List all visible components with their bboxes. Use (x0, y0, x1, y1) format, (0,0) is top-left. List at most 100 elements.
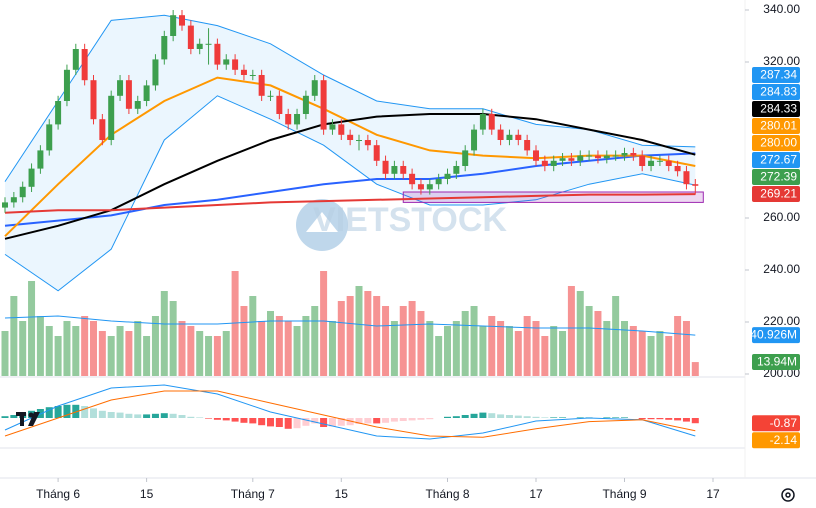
volume-bar (311, 306, 319, 376)
volume-bar (541, 336, 549, 376)
price-badge (752, 415, 800, 432)
settings-icon[interactable] (781, 488, 795, 502)
moving-average-line (4, 113, 696, 240)
candle-body (72, 49, 79, 70)
candle-body (692, 184, 699, 186)
volume-bar (258, 321, 266, 376)
volume-bar (98, 331, 106, 376)
volume-bar (107, 336, 115, 376)
candle-body (409, 173, 416, 185)
candle-body (453, 166, 460, 174)
macd-histogram-bar (134, 414, 142, 418)
macd-histogram-bar (54, 406, 62, 418)
macd-histogram-bar (311, 418, 319, 424)
x-tick-label: 17 (529, 487, 543, 501)
macd-histogram-bar (612, 417, 620, 418)
candle-body (196, 43, 203, 49)
macd-histogram-bar (222, 418, 230, 421)
price-badge-label: 284.83 (760, 85, 797, 99)
candle-body (550, 160, 557, 166)
macd-histogram-bar (116, 412, 124, 418)
volume-bar (656, 331, 664, 376)
candle-body (347, 134, 354, 140)
price-badge (752, 84, 800, 101)
candle-body (382, 160, 389, 174)
volume-bar (373, 296, 381, 376)
macd-histogram-bar (550, 417, 558, 418)
candle-body (125, 80, 132, 109)
volume-bar (249, 296, 257, 376)
volume-bar (444, 326, 451, 376)
candle-body (232, 59, 239, 70)
macd-histogram-bar (213, 418, 221, 420)
volume-bar (382, 306, 390, 376)
price-badge (752, 186, 800, 203)
macd-histogram-bar (479, 412, 487, 418)
plot-area (1, 10, 704, 440)
candle-body (568, 158, 575, 161)
macd-histogram-bar (125, 413, 133, 418)
watermark: VIETSTOCK (313, 201, 507, 239)
macd-histogram-bar (541, 417, 549, 418)
macd-histogram-bar (205, 418, 213, 419)
candle-body (46, 124, 53, 151)
macd-histogram-bar (1, 416, 9, 418)
macd-histogram-bar (267, 418, 274, 427)
macd-histogram-bar (674, 418, 682, 421)
macd-histogram-bar (452, 416, 460, 418)
volume-bar (116, 326, 124, 376)
candle-body (648, 160, 655, 166)
volume-bar (470, 306, 478, 376)
y-tick-label: 240.00 (763, 262, 800, 276)
y-tick-label: 320.00 (763, 54, 800, 68)
macd-histogram-bar (364, 418, 372, 424)
macd-histogram-bar (638, 418, 646, 420)
macd-histogram-bar (187, 416, 195, 418)
volume-bar (28, 281, 36, 376)
volume-bar (408, 301, 416, 376)
candle-body (258, 75, 265, 96)
candle-body (55, 101, 62, 125)
candle-body (577, 155, 584, 161)
candle-body (533, 150, 539, 161)
watermark-logo (296, 199, 348, 251)
candle-body (329, 124, 336, 130)
price-badge-label: -2.14 (770, 433, 798, 447)
volume-bar (647, 336, 655, 376)
macd-histogram-bar (665, 418, 673, 420)
candle-body (90, 80, 97, 120)
candle-body (179, 15, 185, 26)
macd-histogram-bar (576, 417, 584, 418)
candle-body (594, 155, 601, 159)
candle-body (187, 25, 194, 49)
volume-bar (452, 321, 460, 376)
volume-bar (567, 286, 575, 376)
volume-bar (63, 321, 71, 376)
macd-histogram-bar (63, 404, 71, 418)
candle-body (674, 166, 681, 172)
candle-body (603, 155, 610, 159)
volume-bar (205, 336, 213, 376)
candle-body (81, 49, 88, 81)
volume-bar (337, 301, 345, 376)
macd-histogram-bar (461, 415, 469, 418)
candle-body (462, 150, 469, 166)
volume-bar (81, 316, 89, 376)
x-tick-label: 17 (706, 487, 720, 501)
candle-body (117, 80, 124, 96)
volume-bar (682, 321, 690, 376)
macd-histogram-bar (426, 418, 434, 420)
volume-bar (36, 316, 44, 376)
candle-body (541, 160, 548, 166)
candle-body (373, 145, 380, 161)
candle-body (338, 124, 345, 135)
candle-body (134, 101, 141, 109)
macd-histogram-bar (444, 416, 451, 418)
price-badge-label: 269.21 (760, 187, 797, 201)
volume-bar (240, 306, 248, 376)
macd-histogram-bar (328, 418, 336, 427)
price-badge (752, 118, 800, 135)
price-badge (752, 354, 800, 371)
volume-bar (399, 306, 407, 376)
volume-bar (426, 321, 434, 376)
